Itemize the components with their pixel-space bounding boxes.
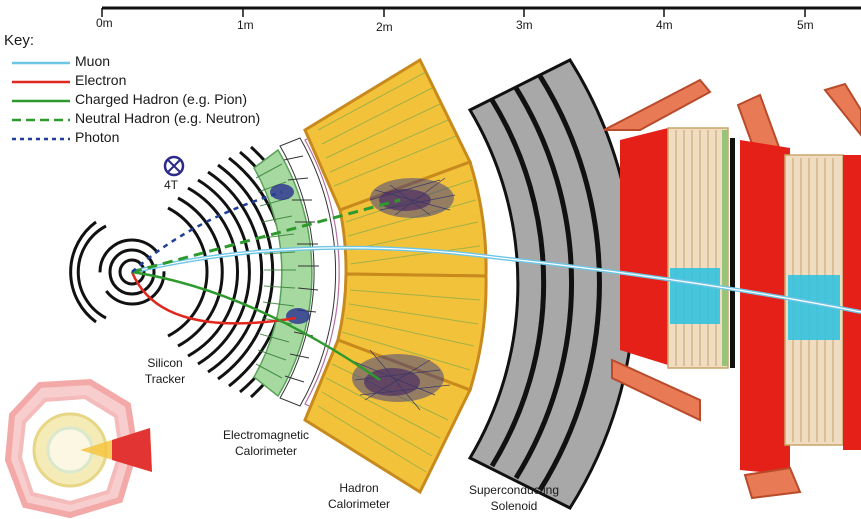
charged-hadron-track <box>131 270 381 382</box>
legend-label: Muon <box>75 53 111 69</box>
neutral-hadron-track <box>131 198 401 274</box>
caption-line: Tracker <box>144 372 186 386</box>
hadron-calorimeter <box>303 57 488 495</box>
overview-thumbnail <box>4 378 152 519</box>
legend-label: Neutral Hadron (e.g. Neutron) <box>75 110 261 126</box>
caption-line: Hadron <box>339 481 379 495</box>
legend-item-photon: Photon <box>8 129 308 148</box>
scale-tick-label: 4m <box>656 18 673 32</box>
ecal-cluster-lower <box>286 308 310 324</box>
caption-line: Calorimeter <box>234 444 297 458</box>
hadron-shower-upper <box>369 177 456 218</box>
legend-swatch <box>12 61 70 65</box>
legend-title: Key: <box>4 32 35 49</box>
distance-scale <box>101 6 861 17</box>
scale-tick-label: 5m <box>797 18 814 32</box>
electron-track <box>130 271 297 325</box>
scale-tick-label: 2m <box>376 20 393 34</box>
ecal-caption: Electromagnetic Calorimeter <box>206 427 326 459</box>
muon-system <box>603 78 861 500</box>
caption-line: Solenoid <box>490 499 538 513</box>
scale-tick-label: 0m <box>96 16 113 30</box>
caption-line: Silicon <box>147 356 183 370</box>
legend-item-charged-hadron: Charged Hadron (e.g. Pion) <box>8 91 308 110</box>
legend-swatch <box>12 118 70 122</box>
caption-line: Electromagnetic <box>222 428 310 442</box>
tracker-caption: Silicon Tracker <box>130 355 200 387</box>
legend-label: Electron <box>75 72 127 88</box>
scale-tick-label: 3m <box>516 18 533 32</box>
hcal-caption: Hadron Calorimeter <box>314 480 404 512</box>
legend-item-neutral-hadron: Neutral Hadron (e.g. Neutron) <box>8 110 308 129</box>
photon-track <box>131 190 283 273</box>
legend-swatch <box>12 99 70 103</box>
superconducting-solenoid <box>467 58 637 510</box>
magnetic-field-label: 4T <box>164 178 179 192</box>
caption-line: Superconducting <box>468 483 560 497</box>
legend-item-muon: Muon <box>8 53 308 72</box>
magnetic-field-icon <box>163 155 185 177</box>
caption-line: Calorimeter <box>327 497 390 511</box>
solenoid-caption: Superconducting Solenoid <box>456 482 572 514</box>
legend-label: Charged Hadron (e.g. Pion) <box>75 91 247 107</box>
legend-swatch <box>12 137 70 141</box>
legend-swatch <box>12 80 70 84</box>
legend-item-electron: Electron <box>8 72 308 91</box>
legend-label: Photon <box>75 129 120 145</box>
scale-tick-label: 1m <box>237 18 254 32</box>
hadron-shower-lower <box>349 349 451 411</box>
particle-tracks <box>130 190 861 382</box>
